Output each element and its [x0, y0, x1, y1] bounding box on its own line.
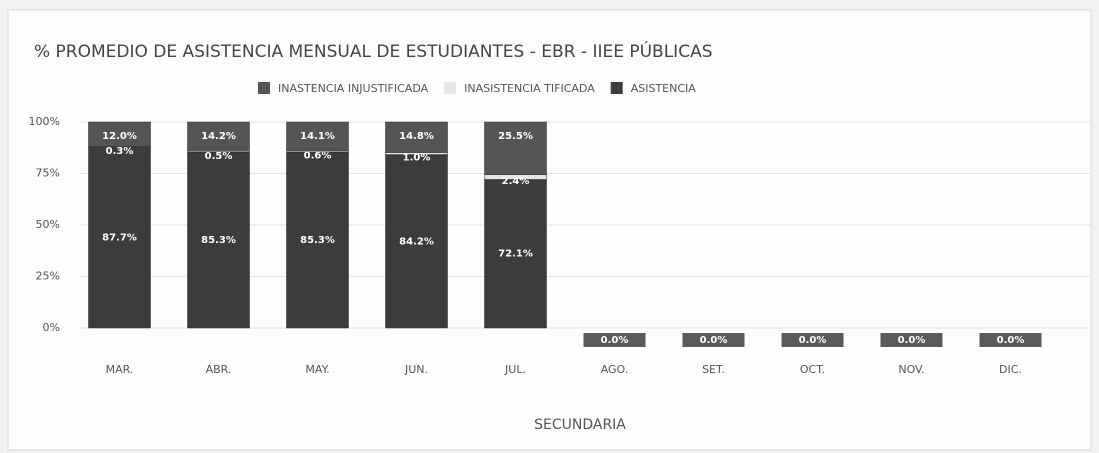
legend-label: INASTENCIA INJUSTIFICADA: [278, 82, 429, 95]
value-label: 2.4%: [502, 176, 530, 187]
bar-segment: [484, 179, 547, 329]
value-label: 14.1%: [300, 131, 335, 142]
x-tick-label: MAY.: [305, 363, 329, 376]
x-axis-label: SECUNDARIA: [534, 417, 626, 433]
chart-title: % PROMEDIO DE ASISTENCIA MENSUAL DE ESTU…: [34, 40, 713, 62]
bar-segment: [88, 147, 151, 329]
x-tick-label: AGO.: [601, 363, 629, 376]
value-label: 85.3%: [201, 235, 236, 246]
bar-segment: [484, 121, 547, 175]
legend-swatch: [258, 82, 270, 94]
y-tick-label: 25%: [36, 270, 60, 283]
value-label: 0.0%: [601, 335, 629, 346]
zero-plate: [583, 333, 646, 347]
legend-label: INASISTENCIA TIFICADA: [464, 82, 595, 95]
x-tick-label: ABR.: [206, 363, 232, 376]
value-label: 0.0%: [700, 335, 728, 346]
x-tick-label: MAR.: [106, 363, 134, 376]
value-label: 14.2%: [201, 131, 236, 142]
zero-plate: [979, 333, 1042, 347]
zero-plate: [880, 333, 943, 347]
value-label: 0.5%: [205, 151, 233, 162]
value-label: 12.0%: [102, 131, 137, 142]
value-label: 0.0%: [799, 335, 827, 346]
y-tick-label: 75%: [36, 167, 60, 180]
value-label: 1.0%: [403, 153, 431, 164]
legend-label: ASISTENCIA: [631, 82, 697, 95]
bar-segment: [187, 152, 250, 329]
value-label: 85.3%: [300, 235, 335, 246]
bar-segment: [385, 154, 448, 329]
value-label: 72.1%: [498, 249, 533, 260]
bar-segment: [187, 121, 250, 152]
y-tick-label: 50%: [36, 218, 60, 231]
legend-swatch: [610, 82, 623, 94]
value-label: 87.7%: [102, 233, 137, 244]
value-label: 14.8%: [399, 131, 434, 142]
zero-plate: [781, 333, 844, 347]
bar-segment: [286, 121, 349, 152]
x-tick-label: SET.: [702, 363, 725, 376]
zero-plate: [682, 333, 745, 347]
bar-segment: [88, 121, 151, 147]
legend-swatch: [444, 82, 457, 94]
bar-segment: [385, 121, 448, 153]
value-label: 25.5%: [498, 131, 533, 142]
panel: [7, 9, 1092, 451]
x-tick-label: NOV.: [898, 363, 924, 376]
x-tick-label: OCT.: [800, 363, 825, 376]
bar-segment: [286, 152, 349, 329]
value-label: 0.3%: [106, 146, 134, 157]
value-label: 84.2%: [399, 236, 434, 247]
y-tick-label: 0%: [43, 321, 60, 334]
value-label: 0.0%: [997, 335, 1025, 346]
x-tick-label: DIC.: [999, 363, 1022, 376]
y-tick-label: 100%: [29, 115, 60, 128]
value-label: 0.6%: [304, 151, 332, 162]
value-label: 0.0%: [898, 335, 926, 346]
x-tick-label: JUL.: [504, 363, 526, 376]
x-tick-label: JUN.: [404, 363, 428, 376]
